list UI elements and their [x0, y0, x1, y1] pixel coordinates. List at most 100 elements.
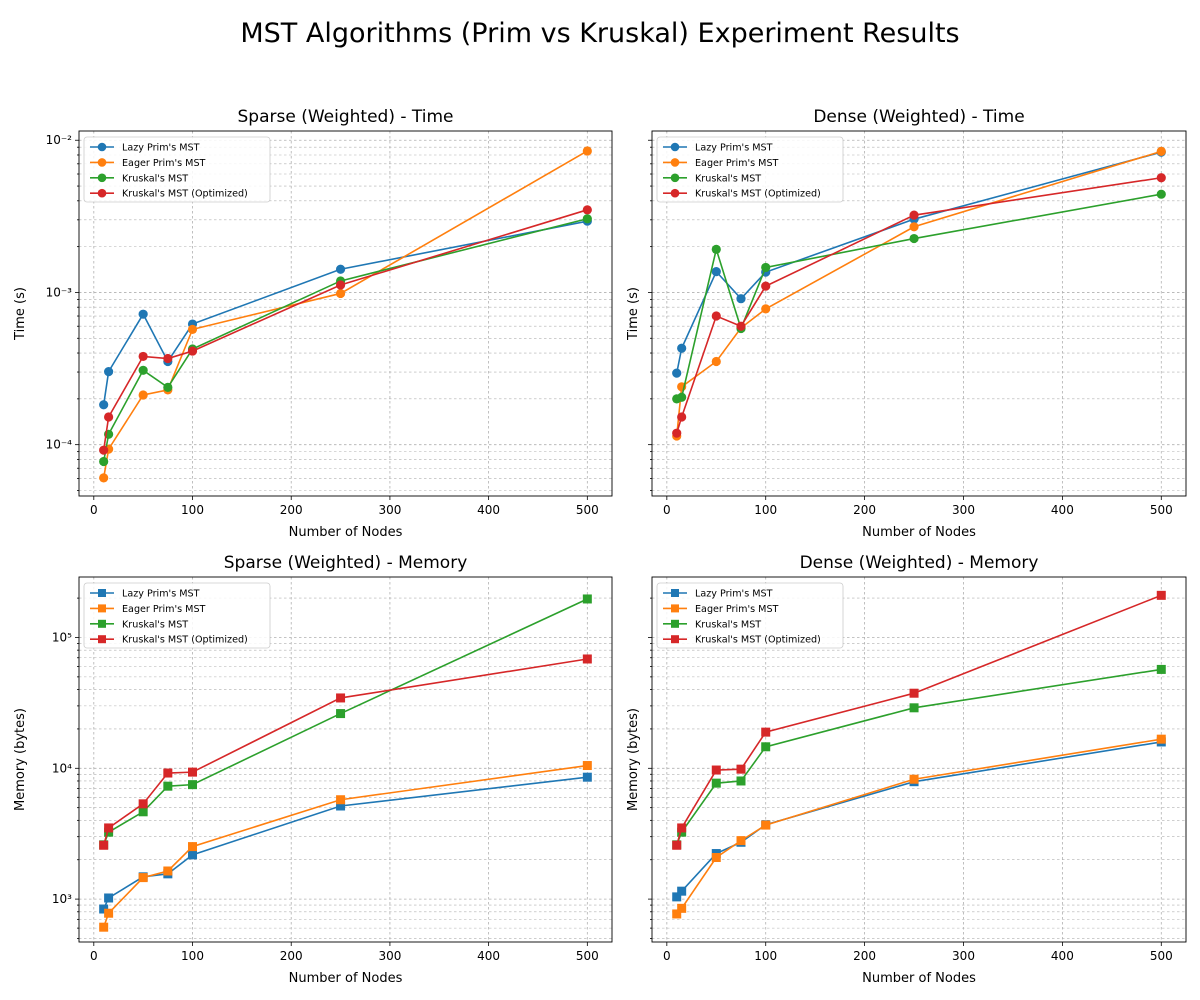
x-tick-label: 400	[1051, 503, 1074, 517]
data-point	[761, 262, 771, 273]
data-point	[99, 922, 109, 932]
data-point	[335, 280, 346, 290]
data-point	[677, 903, 687, 913]
y-axis-label: Time (s)	[626, 287, 641, 341]
data-point	[736, 764, 746, 774]
series-kruskal-s-mst-optimized	[99, 205, 592, 455]
legend-marker	[670, 142, 680, 152]
series-eager-prim-s-mst	[672, 734, 1166, 919]
data-point	[188, 842, 198, 852]
data-point	[909, 222, 919, 232]
data-point	[187, 346, 198, 356]
data-point	[163, 866, 173, 876]
y-axis-label: Time (s)	[13, 287, 28, 341]
x-tick-label: 0	[90, 949, 98, 963]
legend-marker	[97, 142, 107, 152]
legend-marker	[671, 604, 679, 613]
x-tick-label: 100	[181, 949, 204, 963]
data-point	[761, 727, 771, 737]
axes-frame	[651, 130, 1187, 497]
y-axis-label: Memory (bytes)	[13, 708, 28, 811]
x-tick-label: 300	[378, 503, 401, 517]
data-point	[582, 594, 592, 604]
data-point	[163, 353, 173, 364]
legend-label: Kruskal's MST (Optimized)	[122, 189, 248, 200]
data-point	[582, 772, 592, 782]
x-tick-label: 400	[477, 949, 500, 963]
data-point	[138, 309, 148, 319]
x-tick-label: 200	[853, 949, 876, 963]
data-point	[336, 693, 346, 703]
series-kruskal-s-mst-optimized	[672, 173, 1166, 438]
grid	[652, 131, 1186, 496]
y-tick-label: 10⁵	[52, 630, 72, 644]
series-kruskal-s-mst-optimized	[99, 654, 592, 850]
legend-label: Eager Prim's MST	[122, 604, 206, 615]
legend-marker	[98, 619, 106, 628]
x-tick-label: 200	[853, 503, 876, 517]
legend-label: Kruskal's MST (Optimized)	[695, 635, 821, 646]
y-tick-label: 10⁻²	[46, 133, 73, 147]
x-tick-label: 400	[1051, 949, 1074, 963]
x-tick-label: 0	[90, 503, 98, 517]
data-point	[677, 392, 687, 402]
x-axis-label: Number of Nodes	[862, 971, 976, 986]
data-point	[711, 356, 721, 367]
subplot-title: Sparse (Weighted) - Memory	[224, 553, 468, 573]
data-point	[672, 840, 682, 850]
axes-frame	[78, 130, 613, 497]
series-kruskal-s-mst-optimized	[672, 590, 1166, 850]
data-point	[163, 382, 173, 392]
data-point	[677, 412, 687, 422]
data-point	[582, 654, 592, 664]
data-point	[909, 210, 919, 220]
data-point	[909, 774, 919, 784]
x-axis-label: Number of Nodes	[289, 525, 403, 540]
data-point	[711, 244, 721, 254]
data-point	[672, 428, 682, 438]
data-point	[138, 873, 148, 883]
legend-box	[656, 136, 844, 203]
legend-label: Lazy Prim's MST	[695, 589, 773, 600]
x-tick-label: 100	[181, 503, 204, 517]
legend-marker	[671, 619, 679, 628]
legend-label: Kruskal's MST (Optimized)	[122, 635, 248, 646]
legend-label: Eager Prim's MST	[122, 158, 206, 169]
legend-box	[83, 136, 271, 203]
legend-label: Kruskal's MST	[122, 619, 188, 630]
x-tick-label: 100	[754, 949, 777, 963]
data-point	[1156, 173, 1166, 183]
y-axis-label: Memory (bytes)	[626, 708, 641, 811]
data-point	[104, 908, 114, 918]
subplot-2: 0 100 200 300 400 500 Dense (Weighted) - Time N…	[626, 107, 1187, 540]
data-point	[99, 456, 109, 467]
x-axis-label: Number of Nodes	[862, 525, 976, 540]
legend-label: Kruskal's MST (Optimized)	[695, 189, 821, 200]
legend-marker	[671, 589, 679, 597]
legend-marker	[670, 173, 680, 183]
data-point	[711, 765, 721, 775]
data-point	[672, 892, 682, 902]
legend-marker	[671, 635, 679, 644]
data-point	[336, 709, 346, 719]
legend-label: Kruskal's MST	[122, 173, 188, 184]
x-tick-label: 500	[576, 949, 599, 963]
legend-marker	[97, 158, 107, 167]
data-point	[335, 264, 346, 274]
legend-label: Eager Prim's MST	[695, 604, 779, 615]
data-point	[582, 761, 592, 771]
data-point	[677, 823, 687, 833]
legend-label: Lazy Prim's MST	[122, 589, 200, 600]
data-point	[138, 799, 148, 809]
data-point	[677, 343, 687, 353]
x-tick-label: 500	[1150, 949, 1173, 963]
data-point	[677, 886, 687, 896]
data-point	[1156, 590, 1166, 600]
legend-marker	[97, 188, 107, 198]
legend: Lazy Prim's MST Eager Prim's MST Kruskal's…	[656, 136, 844, 203]
data-point	[99, 400, 109, 410]
data-point	[761, 742, 771, 752]
axes-frame	[78, 576, 613, 943]
data-point	[909, 233, 919, 244]
data-point	[672, 909, 682, 919]
